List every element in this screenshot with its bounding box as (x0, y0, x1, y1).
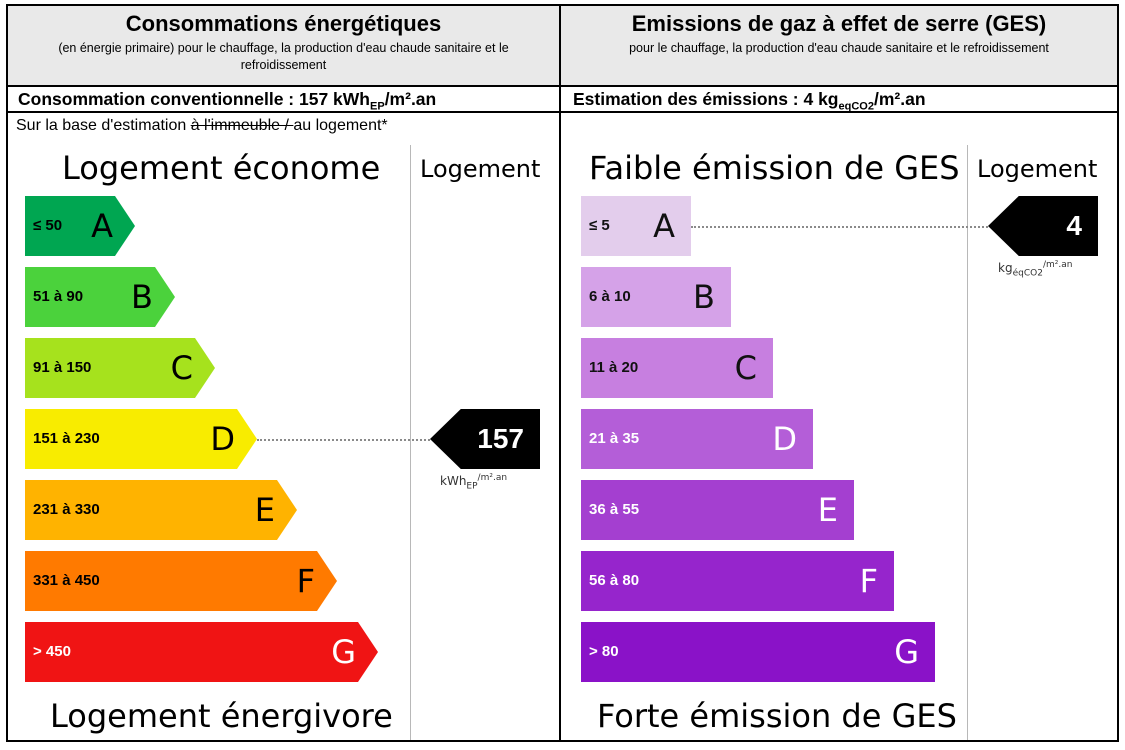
energy-header: Consommations énergétiques (en énergie p… (8, 6, 559, 85)
energy-pointer-line (257, 439, 434, 441)
energy-class-letter: C (170, 349, 193, 387)
ges-header: Emissions de gaz à effet de serre (GES) … (561, 6, 1117, 85)
energy-unit: kWhEP/m².an (440, 473, 508, 492)
energy-class-range: 151 à 230 (33, 430, 100, 447)
energy-class-range: 231 à 330 (33, 501, 100, 518)
ges-class-c-bar: 11 à 20 C (581, 338, 773, 398)
ges-class-range: 6 à 10 (589, 288, 631, 305)
ges-class-range: 56 à 80 (589, 572, 640, 589)
energy-class-a-bar: ≤ 50 A (25, 196, 135, 256)
energy-class-b-bar: 51 à 90 B (25, 267, 175, 327)
ges-class-d-bar: 21 à 35 D (581, 409, 813, 469)
ges-class-range: > 80 (589, 643, 619, 660)
energy-class-letter: B (131, 278, 153, 316)
energy-top-label: Logement économe (62, 149, 381, 187)
divider (6, 85, 1119, 87)
energy-class-f-bar: 331 à 450 F (25, 551, 337, 611)
ges-class-letter: F (859, 562, 878, 600)
energy-class-range: 51 à 90 (33, 288, 84, 305)
energy-column-label: Logement (420, 155, 541, 183)
ges-class-range: 36 à 55 (589, 501, 640, 518)
ges-class-range: ≤ 5 (589, 217, 610, 234)
energy-title: Consommations énergétiques (125, 11, 442, 36)
ges-class-letter: B (693, 278, 715, 316)
ges-subtitle: pour le chauffage, la production d'eau c… (629, 41, 1049, 55)
ges-class-g-bar: > 80 G (581, 622, 935, 682)
ges-pointer-line (691, 226, 992, 228)
energy-class-letter: E (254, 491, 275, 529)
ges-column-separator (967, 145, 968, 740)
label-frame (6, 4, 1119, 742)
ges-top-label: Faible émission de GES (589, 149, 960, 187)
ges-bottom-label: Forte émission de GES (597, 697, 957, 735)
energy-bottom-label: Logement énergivore (50, 697, 393, 735)
energy-class-c-bar: 91 à 150 C (25, 338, 215, 398)
energy-class-letter: F (296, 562, 315, 600)
energy-column-separator (410, 145, 411, 740)
ges-summary: Estimation des émissions : 4 kgeqCO2/m².… (573, 89, 926, 113)
energy-class-letter: A (91, 207, 113, 245)
ges-class-letter: A (653, 207, 675, 245)
ges-class-e-bar: 36 à 55 E (581, 480, 854, 540)
energy-class-range: ≤ 50 (33, 217, 63, 234)
ges-title: Emissions de gaz à effet de serre (GES) (631, 11, 1047, 36)
ges-column-label: Logement (977, 155, 1098, 183)
energy-summary: Consommation conventionnelle : 157 kWhEP… (18, 89, 437, 113)
energy-subtitle: (en énergie primaire) pour le chauffage,… (58, 41, 509, 72)
energy-class-e-bar: 231 à 330 E (25, 480, 297, 540)
divider (6, 111, 1119, 113)
ges-class-letter: C (734, 349, 757, 387)
energy-class-letter: D (210, 420, 235, 458)
energy-class-range: > 450 (33, 643, 71, 660)
energy-class-letter: G (331, 633, 356, 671)
ges-class-letter: E (817, 491, 838, 529)
energy-class-range: 91 à 150 (33, 359, 92, 376)
ges-class-a-bar: ≤ 5 A (581, 196, 691, 256)
ges-class-f-bar: 56 à 80 F (581, 551, 894, 611)
ges-unit: kgéqCO2/m².an (998, 260, 1073, 279)
energy-class-d-bar: 151 à 230 D (25, 409, 257, 469)
ges-class-range: 11 à 20 (589, 359, 639, 376)
estimation-basis: Sur la base d'estimation à l'immeuble / … (16, 117, 388, 134)
ges-class-letter: G (894, 633, 919, 671)
energy-class-range: 331 à 450 (33, 572, 100, 589)
column-divider (559, 4, 561, 742)
energy-class-g-bar: > 450 G (25, 622, 378, 682)
ges-class-b-bar: 6 à 10 B (581, 267, 731, 327)
ges-class-letter: D (772, 420, 797, 458)
ges-class-range: 21 à 35 (589, 430, 640, 447)
